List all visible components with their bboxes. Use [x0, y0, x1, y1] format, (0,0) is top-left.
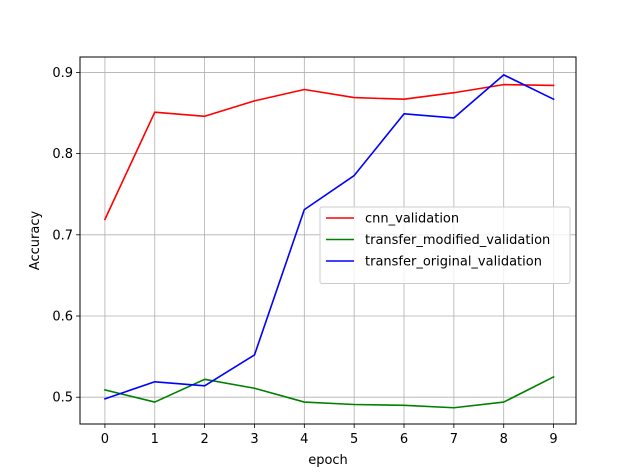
y-tick-label: 0.5: [52, 391, 73, 406]
legend-entry: cnn_validation: [326, 212, 459, 227]
series-line-transfer_modified_validation: [103, 375, 555, 409]
x-axis-title: epoch: [308, 453, 348, 468]
y-axis-ticks: 0.5 0.6 0.7 0.8 0.9: [52, 66, 80, 406]
legend-entry: transfer_original_validation: [326, 255, 542, 270]
x-tick-label: 7: [450, 432, 458, 447]
x-tick-label: 8: [500, 432, 508, 447]
series-line-cnn_validation: [103, 83, 555, 221]
legend-label: transfer_modified_validation: [365, 233, 550, 248]
legend: cnn_validation transfer_modified_validati…: [319, 206, 571, 284]
y-tick-label: 0.7: [52, 228, 73, 243]
legend-entries: cnn_validation transfer_modified_validati…: [326, 212, 550, 270]
x-tick-label: 4: [300, 432, 308, 447]
x-tick-label: 6: [400, 432, 408, 447]
x-tick-label: 1: [151, 432, 159, 447]
x-axis-ticks: 0 1 2 3 4 5 6 7 8 9: [101, 424, 558, 447]
x-tick-label: 0: [101, 432, 109, 447]
y-tick-label: 0.8: [52, 147, 73, 162]
legend-label: cnn_validation: [365, 212, 459, 227]
y-tick-label: 0.6: [52, 310, 73, 325]
series-lines: [103, 74, 555, 409]
y-tick-label: 0.9: [52, 66, 73, 81]
x-tick-label: 2: [200, 432, 208, 447]
legend-label: transfer_original_validation: [365, 255, 542, 270]
legend-entry: transfer_modified_validation: [326, 233, 550, 248]
x-tick-label: 9: [549, 432, 557, 447]
legend-box: [319, 206, 571, 284]
y-axis-title: Accuracy: [28, 211, 43, 271]
x-tick-label: 3: [250, 432, 258, 447]
x-tick-label: 5: [350, 432, 358, 447]
plot-frame: [79, 56, 577, 425]
series-line-transfer_original_validation: [103, 74, 555, 400]
